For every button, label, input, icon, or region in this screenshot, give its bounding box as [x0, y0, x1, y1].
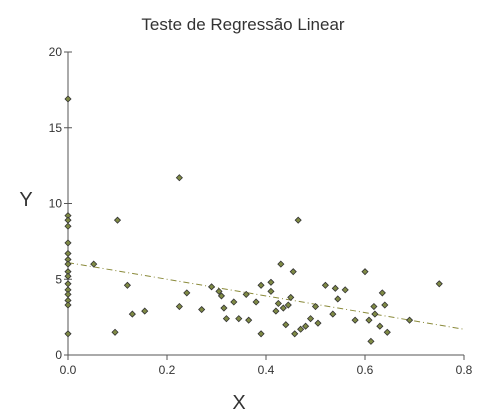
data-point [365, 316, 373, 324]
data-point [297, 325, 305, 333]
data-point [257, 330, 265, 338]
data-point [351, 316, 359, 324]
x-axis-label: X [232, 392, 245, 414]
data-point [64, 95, 72, 103]
y-axis-label: Y [19, 189, 32, 211]
data-point [376, 322, 384, 330]
data-point [294, 216, 302, 224]
data-point [113, 216, 122, 224]
data-point [111, 328, 119, 336]
data-point [175, 174, 183, 182]
data-point [245, 316, 253, 324]
chart-title: Teste de Regressão Linear [141, 15, 345, 34]
data-point [435, 280, 443, 288]
y-tick-label: 20 [49, 45, 63, 59]
data-point [284, 301, 292, 309]
data-point [383, 328, 391, 336]
data-point [64, 290, 72, 298]
data-point [64, 260, 72, 268]
y-tick-label: 0 [55, 348, 62, 362]
data-point [90, 260, 98, 268]
y-tick-label: 5 [55, 272, 62, 286]
data-point [371, 310, 379, 318]
data-point [279, 304, 287, 312]
data-point [64, 216, 72, 224]
data-point [64, 272, 72, 280]
data-point [242, 290, 250, 298]
data-point [367, 337, 375, 345]
data-point [217, 292, 226, 300]
data-point [123, 281, 131, 289]
x-tick-label: 0.4 [258, 363, 275, 377]
data-point [274, 299, 282, 308]
data-point [277, 260, 285, 268]
data-point [267, 278, 275, 286]
data-point [64, 239, 72, 247]
data-point [405, 316, 414, 324]
data-point [334, 295, 342, 303]
data-point [128, 310, 136, 318]
data-point [291, 330, 299, 338]
x-tick-label: 0.0 [60, 363, 77, 377]
data-point [341, 286, 349, 294]
data-point [272, 307, 280, 315]
data-point [252, 298, 260, 306]
data-point [370, 302, 378, 311]
trendline-group [67, 262, 465, 330]
data-point [321, 281, 329, 289]
data-point [198, 305, 206, 314]
data-point [175, 302, 183, 311]
x-tick-label: 0.8 [456, 363, 473, 377]
data-point [331, 284, 339, 292]
data-point [183, 289, 191, 297]
data-point [235, 315, 243, 323]
data-point [287, 293, 295, 301]
data-point [302, 322, 310, 330]
data-point [64, 301, 72, 309]
data-point [64, 249, 72, 258]
regression-trendline [67, 262, 465, 330]
data-point [64, 222, 72, 230]
data-point [289, 268, 297, 276]
data-point [314, 319, 322, 327]
data-point [230, 298, 238, 306]
data-point [306, 315, 315, 323]
y-tick-label: 15 [49, 121, 63, 135]
y-tick-label: 10 [49, 197, 63, 211]
data-point [378, 289, 386, 297]
data-points [64, 95, 443, 345]
data-point [282, 321, 290, 329]
data-point [267, 287, 275, 295]
data-point [215, 287, 223, 295]
data-point [222, 315, 230, 323]
data-point [64, 330, 72, 338]
data-point [141, 307, 149, 315]
data-point [361, 268, 369, 276]
data-point [311, 302, 320, 311]
data-point [329, 310, 337, 318]
x-tick-label: 0.6 [357, 363, 374, 377]
data-point [220, 304, 228, 312]
x-tick-label: 0.2 [159, 363, 176, 377]
data-point [207, 283, 216, 291]
data-point [381, 301, 389, 309]
data-point [257, 281, 265, 289]
axis-ticks: 0.0 0.2 0.4 0.6 0.8 0 5 10 15 20 [49, 45, 473, 377]
data-point [64, 280, 72, 288]
